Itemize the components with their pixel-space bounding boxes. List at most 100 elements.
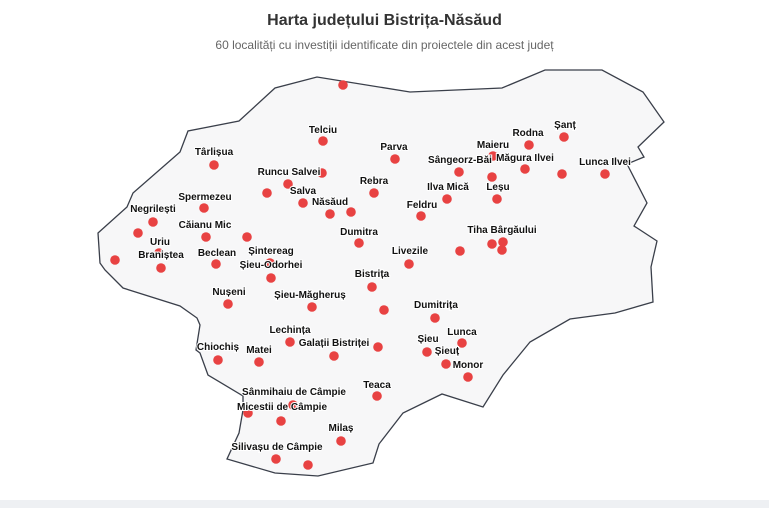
locality-marker[interactable] (487, 172, 497, 182)
locality-label: Braniștea (138, 250, 184, 261)
locality-marker[interactable] (148, 217, 158, 227)
locality-label: Șieu-Măgheruș (274, 290, 346, 301)
locality-marker[interactable] (454, 167, 464, 177)
locality-marker[interactable] (520, 164, 530, 174)
locality-label: Uriu (150, 237, 170, 248)
locality-label: Căianu Mic (179, 220, 232, 231)
locality-label: Monor (453, 360, 484, 371)
locality-label: Târlișua (195, 147, 234, 158)
locality-marker[interactable] (298, 198, 308, 208)
locality-label: Salva (290, 186, 317, 197)
locality-label: Rodna (512, 128, 544, 139)
locality-marker[interactable] (441, 359, 451, 369)
locality-marker[interactable] (254, 357, 264, 367)
locality-marker[interactable] (416, 211, 426, 221)
locality-marker[interactable] (154, 248, 164, 258)
locality-marker[interactable] (457, 338, 467, 348)
locality-label: Lunca (447, 327, 477, 338)
locality-label: Rebra (360, 176, 389, 187)
locality-label: Dumitra (340, 227, 378, 238)
locality-label: Maieru (477, 140, 509, 151)
locality-marker[interactable] (283, 179, 293, 189)
locality-label: Sânmihaiu de Câmpie (242, 387, 346, 398)
locality-label: Teaca (363, 380, 391, 391)
locality-label: Măgura Ilvei (496, 153, 554, 164)
locality-marker[interactable] (488, 151, 498, 161)
map-subtitle: 60 localități cu investiții identificate… (215, 38, 554, 52)
locality-label: Runcu Salvei (258, 167, 321, 178)
locality-label: Leșu (486, 182, 509, 193)
locality-label: Năsăud (312, 197, 348, 208)
locality-marker[interactable] (373, 342, 383, 352)
locality-marker[interactable] (285, 337, 295, 347)
locality-marker[interactable] (223, 299, 233, 309)
locality-marker[interactable] (211, 259, 221, 269)
locality-marker[interactable] (288, 400, 298, 410)
locality-label: Spermezeu (178, 192, 231, 203)
locality-marker[interactable] (243, 408, 253, 418)
locality-marker[interactable] (338, 80, 348, 90)
locality-marker[interactable] (455, 246, 465, 256)
locality-label: Nușeni (212, 287, 246, 298)
locality-marker[interactable] (156, 263, 166, 273)
locality-label: Șieu (417, 334, 438, 345)
locality-marker[interactable] (492, 194, 502, 204)
locality-label: Matei (246, 345, 272, 356)
locality-label: Negrilești (130, 204, 176, 215)
locality-marker[interactable] (600, 169, 610, 179)
locality-marker[interactable] (329, 351, 339, 361)
locality-marker[interactable] (336, 436, 346, 446)
locality-marker[interactable] (354, 238, 364, 248)
locality-marker[interactable] (317, 168, 327, 178)
locality-marker[interactable] (199, 203, 209, 213)
locality-label: Ilva Mică (427, 182, 469, 193)
locality-marker[interactable] (266, 273, 276, 283)
locality-marker[interactable] (379, 305, 389, 315)
locality-marker[interactable] (133, 228, 143, 238)
locality-label: Silivașu de Câmpie (231, 442, 323, 453)
locality-marker[interactable] (559, 132, 569, 142)
locality-marker[interactable] (271, 454, 281, 464)
locality-marker[interactable] (404, 259, 414, 269)
locality-marker[interactable] (487, 239, 497, 249)
locality-marker[interactable] (390, 154, 400, 164)
locality-marker[interactable] (265, 258, 275, 268)
locality-marker[interactable] (213, 355, 223, 365)
locality-marker[interactable] (442, 194, 452, 204)
locality-marker[interactable] (346, 207, 356, 217)
locality-marker[interactable] (276, 416, 286, 426)
locality-marker[interactable] (110, 255, 120, 265)
locality-marker[interactable] (201, 232, 211, 242)
locality-label: Telciu (309, 125, 337, 136)
locality-marker[interactable] (318, 136, 328, 146)
locality-label: Galații Bistriței (299, 338, 370, 349)
locality-marker[interactable] (367, 282, 377, 292)
locality-marker[interactable] (307, 302, 317, 312)
locality-label: Milaș (328, 423, 353, 434)
locality-marker[interactable] (209, 160, 219, 170)
locality-label: Lechința (269, 325, 311, 336)
locality-label: Chiochiș (197, 342, 240, 353)
locality-marker[interactable] (463, 372, 473, 382)
locality-marker[interactable] (262, 188, 272, 198)
locality-marker[interactable] (372, 391, 382, 401)
locality-marker[interactable] (303, 460, 313, 470)
locality-label: Feldru (407, 200, 438, 211)
locality-label: Șintereag (248, 246, 294, 257)
locality-marker[interactable] (430, 313, 440, 323)
locality-marker[interactable] (369, 188, 379, 198)
locality-marker[interactable] (524, 140, 534, 150)
locality-label: Beclean (198, 248, 236, 259)
locality-label: Șieu-Odorhei (240, 260, 303, 271)
locality-label: Parva (380, 142, 408, 153)
locality-marker[interactable] (325, 209, 335, 219)
locality-marker[interactable] (242, 232, 252, 242)
locality-label: Bistrița (355, 269, 390, 280)
locality-marker[interactable] (497, 245, 507, 255)
locality-label: Micestii de Câmpie (237, 402, 327, 413)
locality-marker[interactable] (557, 169, 567, 179)
footer-bar (0, 500, 769, 508)
locality-marker[interactable] (422, 347, 432, 357)
locality-marker[interactable] (498, 237, 508, 247)
locality-label: Livezile (392, 246, 429, 257)
